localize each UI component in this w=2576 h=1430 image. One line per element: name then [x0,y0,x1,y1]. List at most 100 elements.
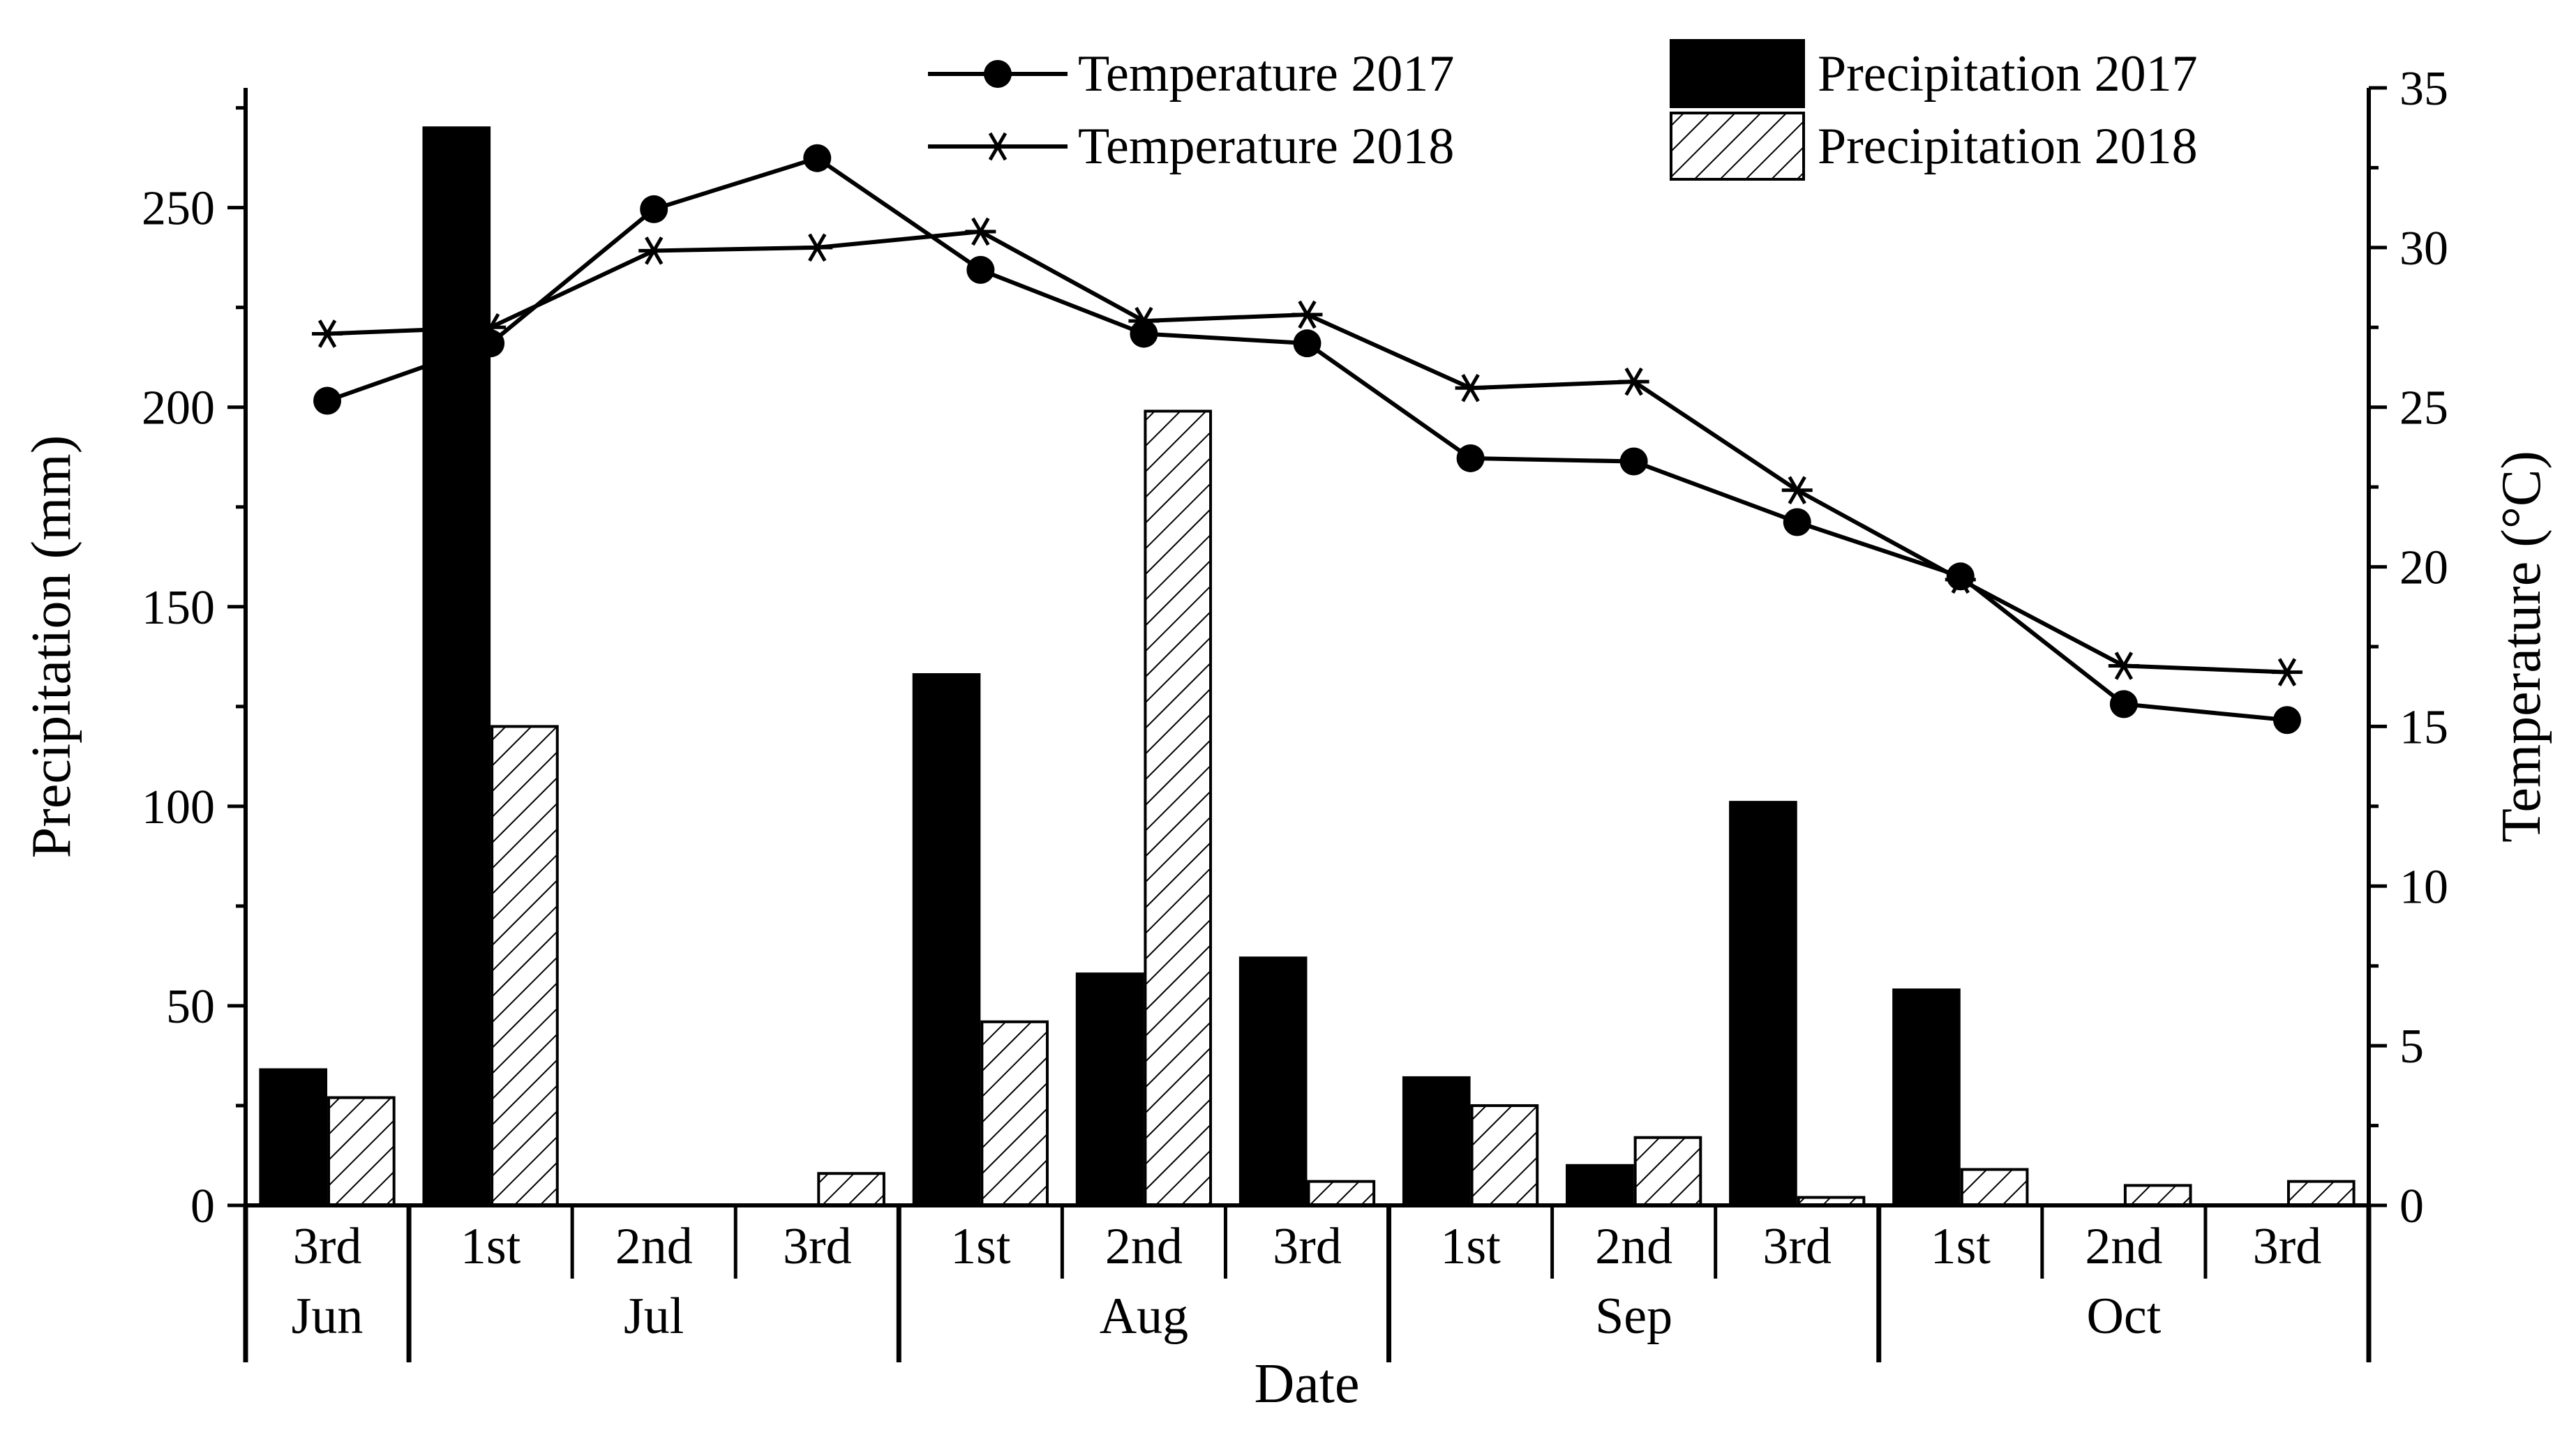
left-tick-label: 200 [142,382,215,435]
solid-swatch-icon [1670,39,1805,108]
bar-precip-2017-1 [422,126,491,1207]
legend-label-temperature-2017: Temperature 2017 [1078,45,1454,103]
legend-item-temperature-2017: Temperature 2017 [928,45,1454,103]
point-temperature-2018-1 [475,313,507,342]
bar-precip-2017-6 [1238,956,1308,1207]
point-temperature-2018-0 [312,319,343,348]
category-label: 1st [950,1218,1011,1275]
right-tick-label: 15 [2399,700,2448,754]
point-temperature-2017-6 [1293,329,1321,358]
category-label: 2nd [2085,1218,2162,1275]
left-tick-label: 150 [142,581,215,635]
point-temperature-2018-8 [1618,367,1649,396]
bar-precip-2018-0 [327,1096,396,1207]
legend: Temperature 2017 Temperature 2018 Precip… [928,39,2198,181]
left-tick-label: 50 [166,980,215,1034]
bar-precip-2018-12 [2286,1180,2356,1207]
month-label: Jul [624,1288,684,1345]
right-tick-label: 35 [2399,62,2448,116]
category-label: 1st [1440,1218,1501,1275]
point-temperature-2017-2 [640,195,668,223]
month-label: Jun [292,1288,364,1345]
left-tick-label: 100 [142,781,215,834]
hatched-swatch-icon [1670,112,1805,181]
lines-layer [312,144,2302,735]
bar-precip-2018-4 [980,1020,1049,1207]
bar-precip-2017-4 [912,673,981,1207]
month-label: Sep [1595,1288,1672,1345]
asterisk-marker-icon [982,132,1013,161]
right-tick-label: 30 [2399,222,2448,276]
bar-precip-2018-11 [2123,1184,2192,1207]
bar-precip-2017-0 [259,1068,328,1207]
bar-precip-2017-10 [1892,988,1961,1207]
point-temperature-2017-4 [966,255,995,284]
bar-precip-2017-8 [1566,1164,1634,1207]
point-temperature-2017-7 [1456,444,1485,472]
legend-item-precipitation-2018: Precipitation 2018 [1670,112,2198,181]
category-label: 1st [460,1218,521,1275]
right-tick-label: 10 [2399,860,2448,914]
point-temperature-2017-11 [2109,690,2138,718]
category-label: 2nd [615,1218,693,1275]
point-temperature-2018-7 [1455,373,1486,402]
right-tick-label: 25 [2399,382,2448,435]
left-tick-label: 250 [142,182,215,236]
legend-label-precipitation-2017: Precipitation 2017 [1818,45,2198,103]
point-temperature-2017-12 [2272,706,2301,735]
circle-marker-icon [984,60,1012,88]
left-y-ticks: 0 50 100 150 200 250 [142,106,246,1233]
point-temperature-2017-0 [313,386,342,415]
line-temperature-2017 [327,156,2288,723]
right-tick-label: 0 [2399,1180,2424,1233]
category-label: 2nd [1105,1218,1183,1275]
point-temperature-2018-10 [1945,565,1976,594]
right-y-ticks: 0 5 10 15 20 25 30 35 [2369,62,2448,1233]
bar-precip-2017-5 [1075,972,1144,1207]
month-label: Aug [1100,1288,1188,1345]
right-tick-label: 5 [2399,1020,2424,1074]
bar-precip-2018-5 [1144,409,1213,1207]
bar-precip-2018-1 [491,725,559,1207]
right-tick-label: 20 [2399,541,2448,595]
point-temperature-2018-4 [965,217,996,246]
legend-item-temperature-2018: Temperature 2018 [928,118,1454,175]
bar-precip-2018-6 [1307,1180,1376,1207]
line-temperature-2018 [327,229,2288,675]
point-temperature-2018-5 [1128,306,1160,336]
x-axis-title: Date [1254,1353,1359,1415]
category-label: 3rd [1762,1218,1832,1275]
legend-item-precipitation-2017: Precipitation 2017 [1670,39,2198,108]
y-axis-title: Precipitation (mm) [21,435,82,859]
month-label: Oct [2086,1288,2161,1345]
category-label: 3rd [2253,1218,2322,1275]
point-temperature-2018-3 [802,233,833,262]
point-temperature-2017-9 [1783,508,1811,536]
category-label: 3rd [1273,1218,1342,1275]
point-temperature-2017-1 [477,329,505,358]
point-temperature-2017-3 [803,144,832,172]
category-label: 1st [1931,1218,1991,1275]
bar-precip-2017-7 [1402,1076,1471,1207]
left-tick-label: 0 [190,1180,215,1233]
x-category-axis: 3rd 1st 2nd 3rd 1st 2nd 3rd 1st 2nd 3rd 1st 2nd 3rd J… [243,1205,2372,1362]
point-temperature-2018-11 [2108,652,2139,680]
point-temperature-2017-8 [1619,447,1648,476]
category-label: 2nd [1595,1218,1672,1275]
bar-precip-2018-10 [1960,1168,2029,1207]
legend-label-temperature-2018: Temperature 2018 [1078,118,1454,175]
point-temperature-2018-2 [638,236,670,265]
category-label: 3rd [783,1218,852,1275]
bar-precip-2018-3 [817,1172,885,1207]
bar-precip-2017-9 [1729,801,1797,1207]
category-label: 3rd [293,1218,362,1275]
bar-precip-2018-7 [1470,1104,1539,1207]
bar-precip-2018-8 [1633,1136,1702,1207]
point-temperature-2018-12 [2271,658,2302,686]
legend-label-precipitation-2018: Precipitation 2018 [1818,118,2198,175]
bars-layer [259,126,2356,1207]
y2-axis-title: Temperature (°C) [2491,451,2552,843]
point-temperature-2017-5 [1130,319,1158,348]
point-temperature-2018-6 [1291,300,1323,329]
